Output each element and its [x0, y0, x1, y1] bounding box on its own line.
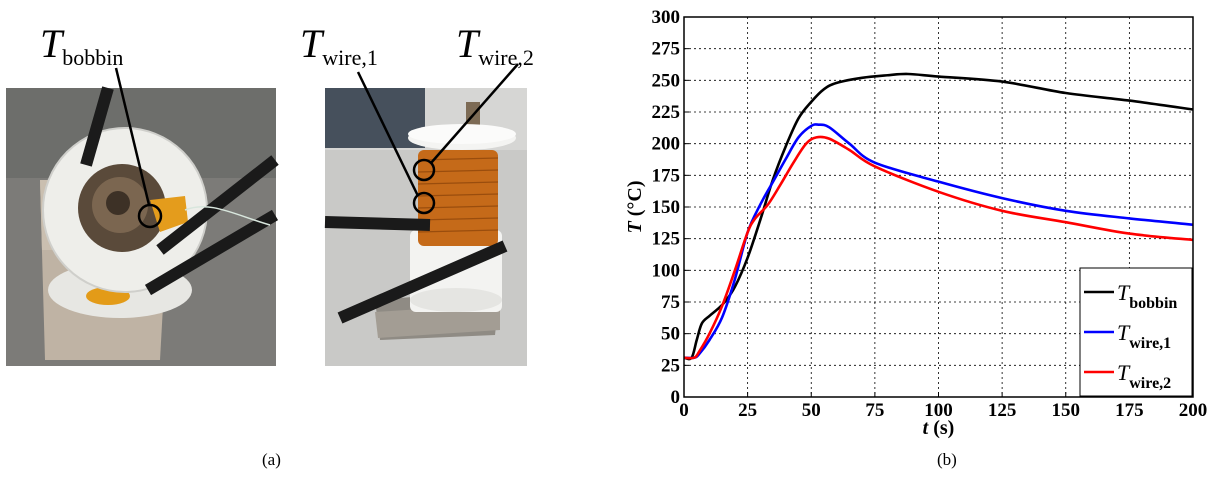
x-tick-label: 25 [738, 400, 757, 421]
y-tick-label: 0 [671, 387, 681, 408]
y-tick-label: 125 [652, 229, 681, 250]
y-tick-label: 100 [652, 260, 681, 281]
x-tick-label: 75 [865, 400, 884, 421]
y-tick-label: 25 [661, 355, 680, 376]
y-tick-label: 50 [661, 324, 680, 345]
y-tick-label: 200 [652, 134, 681, 155]
y-tick-label: 175 [652, 165, 681, 186]
caption-b: (b) [937, 450, 957, 469]
legend-entry: Tbobbin [1117, 280, 1177, 312]
x-tick-label: 150 [1052, 400, 1081, 421]
temperature-chart: 0 25 50 75 100 125 150 175 200 0 25 50 75 100 125 150 17… [624, 7, 1208, 439]
panel-a: Tbobbin Twire,1 Twire,2 (a) [0, 0, 600, 479]
y-tick-label: 75 [661, 292, 680, 313]
axis-ticks: 0 25 50 75 100 125 150 175 200 0 25 50 75 100 125 150 17… [652, 7, 1208, 421]
panel-b: 0 25 50 75 100 125 150 175 200 0 25 50 75 100 125 150 17… [600, 0, 1215, 479]
x-tick-label: 100 [924, 400, 953, 421]
series-lines [683, 72, 1194, 361]
x-tick-label: 125 [988, 400, 1017, 421]
photo-coil-side-view [324, 63, 527, 366]
y-axis-label: T (°C) [624, 181, 646, 234]
x-tick-label: 200 [1179, 400, 1208, 421]
x-tick-label: 0 [679, 400, 689, 421]
y-tick-label: 275 [652, 39, 681, 60]
legend-entry: Twire,2 [1117, 360, 1171, 392]
y-tick-label: 225 [652, 102, 681, 123]
series-line-wire-2 [683, 135, 1194, 360]
y-tick-label: 300 [652, 7, 681, 28]
x-axis-label: t (s) [923, 417, 955, 439]
x-tick-label: 175 [1115, 400, 1144, 421]
label-t-bobbin: Tbobbin [40, 21, 124, 70]
caption-a: (a) [262, 450, 281, 469]
x-tick-label: 50 [802, 400, 821, 421]
series-line-wire-1 [683, 123, 1194, 360]
series-line-bobbin [683, 72, 1194, 361]
label-t-wire-1: Twire,1 [300, 21, 378, 70]
y-tick-label: 250 [652, 70, 681, 91]
y-tick-label: 150 [652, 197, 681, 218]
legend-entry: Twire,1 [1117, 320, 1171, 352]
label-t-wire-2: Twire,2 [456, 21, 534, 70]
photo-bobbin-top-view [6, 67, 279, 366]
legend: Tbobbin Twire,1 Twire,2 [1079, 267, 1193, 397]
